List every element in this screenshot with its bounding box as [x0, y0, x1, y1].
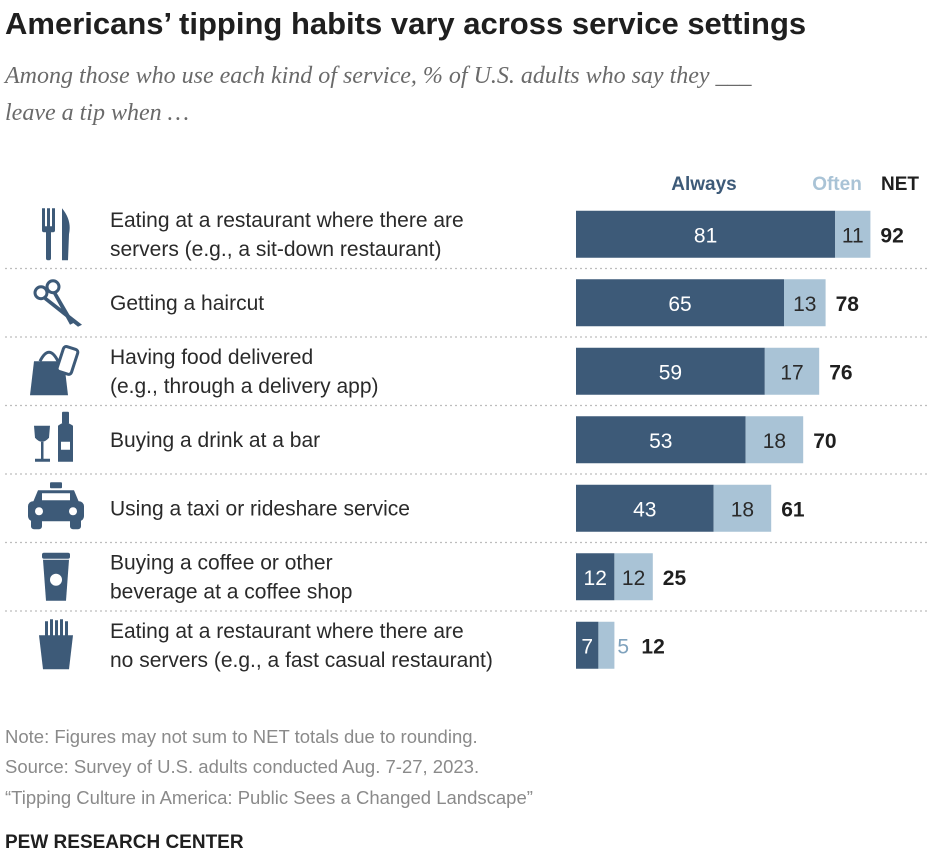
row-label-line: Eating at a restaurant where there are: [110, 620, 464, 643]
bar-always: [576, 416, 746, 464]
legend-always: Always: [671, 174, 736, 195]
coffee-cup-icon: [42, 552, 70, 601]
row-label-line: Having food delivered: [110, 346, 313, 369]
row-label-line: no servers (e.g., a fast casual restaura…: [110, 649, 493, 672]
bar-always: [576, 279, 784, 327]
data-label-always: 7: [581, 635, 593, 658]
data-label-often: 5: [617, 635, 629, 658]
legend-net: NET: [881, 174, 919, 195]
data-label-always: 53: [649, 430, 672, 453]
data-label-often: 17: [780, 361, 803, 384]
bar-always: [576, 210, 836, 258]
wine-bottle-glass-icon: [34, 411, 73, 462]
row-label-line: beverage at a coffee shop: [110, 580, 352, 603]
scissors-icon: [33, 279, 82, 327]
bar-often: [835, 210, 871, 258]
brand-logo-text: PEW RESEARCH CENTER: [5, 832, 244, 853]
bar-always: [576, 553, 615, 601]
data-label-net: 70: [813, 430, 836, 453]
data-label-net: 78: [836, 293, 860, 316]
data-label-often: 18: [731, 498, 754, 521]
data-label-always: 65: [668, 293, 691, 316]
chart-row: Getting a haircut 65 13 78: [5, 279, 930, 338]
chart-row: Having food delivered (e.g., through a de…: [5, 345, 930, 407]
data-label-always: 43: [633, 498, 656, 521]
bar-often: [764, 347, 820, 395]
row-label-line: Using a taxi or rideshare service: [110, 497, 410, 520]
chart-row: Buying a coffee or other beverage at a co…: [5, 551, 930, 612]
data-label-often: 11: [842, 224, 864, 247]
bar-often: [598, 621, 615, 669]
taxi-icon: [28, 482, 84, 530]
bar-always: [576, 621, 599, 669]
data-label-always: 59: [659, 361, 682, 384]
bar-often: [713, 484, 772, 532]
row-label-line: servers (e.g., a sit-down restaurant): [110, 238, 441, 261]
chart-row: Eating at a restaurant where there are no…: [39, 619, 665, 672]
row-label-line: Eating at a restaurant where there are: [110, 209, 464, 232]
note-text: Note: Figures may not sum to NET totals …: [5, 726, 478, 747]
chart-subtitle-line-2: leave a tip when …: [5, 100, 189, 126]
row-label-line: Buying a drink at a bar: [110, 429, 320, 452]
data-label-net: 76: [829, 361, 852, 384]
bar-often: [614, 553, 653, 601]
bar-often: [784, 279, 826, 327]
bar-always: [576, 347, 765, 395]
data-label-net: 12: [641, 635, 664, 658]
report-title-text: “Tipping Culture in America: Public Sees…: [5, 787, 533, 808]
fork-knife-icon: [42, 208, 70, 261]
chart-rows: Eating at a restaurant where there are se…: [5, 208, 930, 672]
bar-always: [576, 484, 714, 532]
row-label-line: Buying a coffee or other: [110, 551, 333, 574]
legend-often: Often: [812, 174, 862, 195]
data-label-net: 61: [781, 498, 805, 521]
chart-subtitle-line-1: Among those who use each kind of service…: [3, 63, 753, 89]
data-label-often: 12: [622, 567, 645, 590]
row-label-line: (e.g., through a delivery app): [110, 375, 379, 398]
data-label-often: 18: [763, 430, 786, 453]
chart-row: Buying a drink at a bar 53 18 70: [5, 411, 930, 475]
row-label-line: Getting a haircut: [110, 292, 264, 315]
data-label-net: 25: [663, 567, 687, 590]
source-text: Source: Survey of U.S. adults conducted …: [5, 756, 479, 777]
chart-title: Americans’ tipping habits vary across se…: [5, 6, 806, 41]
fries-icon: [39, 619, 73, 670]
data-label-always: 81: [694, 224, 717, 247]
data-label-always: 12: [584, 567, 607, 590]
bar-often: [745, 416, 804, 464]
data-label-net: 92: [880, 224, 903, 247]
delivery-bag-phone-icon: [30, 345, 80, 396]
chart-row: Using a taxi or rideshare service 43 18 61: [5, 482, 930, 544]
data-label-often: 13: [793, 293, 816, 316]
chart-row: Eating at a restaurant where there are se…: [5, 208, 930, 270]
